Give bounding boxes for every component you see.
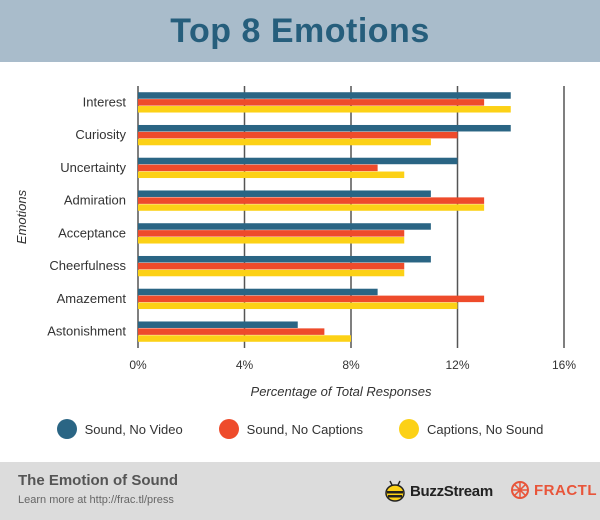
y-axis-title: Emotions [14, 189, 29, 244]
x-tick-label: 16% [552, 358, 576, 372]
bar [138, 262, 405, 270]
bar [138, 124, 511, 132]
bar [138, 99, 485, 106]
footer: The Emotion of Sound Learn more at http:… [0, 462, 600, 520]
bar [138, 106, 511, 113]
bar [138, 328, 325, 335]
legend-item: Sound, No Captions [218, 419, 364, 439]
bar [138, 223, 431, 230]
buzzstream-logo-text: BuzzStream [410, 482, 493, 500]
category-label: Admiration [64, 193, 126, 208]
category-label: Cheerfulness [49, 258, 126, 273]
bar [138, 321, 298, 328]
x-tick-label: 12% [445, 358, 469, 372]
legend-item: Captions, No Sound [399, 419, 543, 439]
bar [138, 237, 405, 244]
category-label: Interest [83, 94, 127, 109]
category-label: Amazement [57, 291, 127, 306]
bar [138, 197, 485, 204]
bee-icon [385, 480, 405, 502]
bar [138, 269, 405, 277]
bar [138, 138, 431, 146]
chart-area: 0% 4% 8% 12% 16% Interest Curiosity Uncertainty… [0, 62, 600, 462]
category-label: Uncertainty [60, 160, 126, 175]
bar [138, 295, 485, 303]
buzzstream-logo: BuzzStream [384, 480, 493, 502]
legend-swatch [218, 419, 239, 439]
bar [138, 230, 405, 237]
bar [138, 335, 351, 342]
category-label: Curiosity [75, 127, 126, 142]
footer-link-text[interactable]: Learn more at http://frac.tl/press [18, 494, 174, 506]
x-axis-title: Percentage of Total Responses [251, 384, 432, 399]
bar [138, 190, 431, 197]
fractl-logo: FRACTL [510, 480, 597, 500]
category-label: Acceptance [58, 225, 126, 240]
x-tick-label: 4% [236, 358, 254, 372]
header-banner: Top 8 Emotions [0, 0, 600, 62]
bar [138, 92, 511, 99]
footer-title: The Emotion of Sound [18, 472, 178, 489]
legend-label: Captions, No Sound [427, 421, 544, 437]
x-tick-label: 0% [129, 358, 147, 372]
x-tick-label: 8% [342, 358, 360, 372]
bar [138, 204, 485, 211]
chart-legend: Sound, No Video Sound, No Captions Caption… [0, 414, 600, 444]
legend-swatch [399, 419, 420, 439]
fractl-logo-text: FRACTL [534, 481, 597, 499]
legend-label: Sound, No Video [84, 421, 183, 437]
legend-swatch [56, 419, 77, 439]
bar [138, 131, 458, 139]
bar-chart: 0% 4% 8% 12% 16% Interest Curiosity Uncertainty… [14, 86, 576, 399]
bar [138, 164, 378, 172]
bar [138, 302, 458, 310]
bar [138, 288, 378, 296]
legend-item: Sound, No Video [56, 419, 183, 439]
bar [138, 171, 405, 179]
bar [138, 157, 458, 165]
chart-title: Top 8 Emotions [170, 11, 430, 50]
fractl-icon [511, 481, 529, 499]
category-label: Astonishment [47, 324, 126, 339]
bar [138, 255, 431, 263]
legend-label: Sound, No Captions [246, 421, 364, 437]
